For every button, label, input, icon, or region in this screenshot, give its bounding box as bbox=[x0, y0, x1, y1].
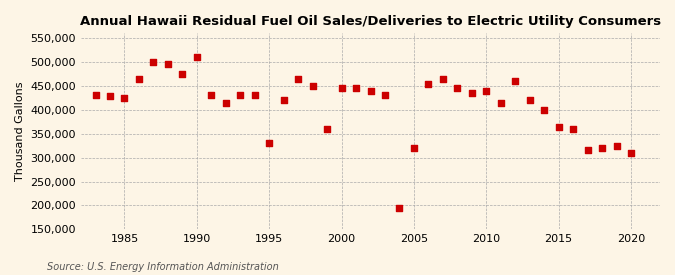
Point bbox=[163, 62, 173, 67]
Point bbox=[192, 55, 202, 59]
Point bbox=[583, 148, 593, 153]
Point bbox=[350, 86, 361, 90]
Point bbox=[148, 60, 159, 64]
Point bbox=[626, 151, 637, 155]
Point bbox=[134, 76, 144, 81]
Point bbox=[220, 100, 231, 105]
Point bbox=[293, 76, 304, 81]
Point bbox=[105, 94, 115, 99]
Title: Annual Hawaii Residual Fuel Oil Sales/Deliveries to Electric Utility Consumers: Annual Hawaii Residual Fuel Oil Sales/De… bbox=[80, 15, 661, 28]
Y-axis label: Thousand Gallons: Thousand Gallons bbox=[15, 82, 25, 181]
Point bbox=[394, 206, 405, 210]
Point bbox=[379, 93, 390, 98]
Point bbox=[264, 141, 275, 145]
Point bbox=[437, 76, 448, 81]
Point bbox=[539, 108, 549, 112]
Point bbox=[611, 144, 622, 148]
Point bbox=[452, 86, 463, 90]
Point bbox=[307, 84, 318, 88]
Point bbox=[177, 72, 188, 76]
Point bbox=[206, 93, 217, 98]
Point bbox=[466, 91, 477, 95]
Point bbox=[554, 124, 564, 129]
Point bbox=[336, 86, 347, 90]
Point bbox=[365, 89, 376, 93]
Point bbox=[568, 127, 578, 131]
Point bbox=[495, 100, 506, 105]
Point bbox=[90, 93, 101, 98]
Point bbox=[278, 98, 289, 103]
Point bbox=[481, 89, 491, 93]
Point bbox=[408, 146, 419, 150]
Point bbox=[119, 96, 130, 100]
Point bbox=[249, 93, 260, 98]
Point bbox=[524, 98, 535, 103]
Point bbox=[322, 127, 333, 131]
Point bbox=[235, 93, 246, 98]
Point bbox=[597, 146, 608, 150]
Point bbox=[510, 79, 520, 83]
Text: Source: U.S. Energy Information Administration: Source: U.S. Energy Information Administ… bbox=[47, 262, 279, 272]
Point bbox=[423, 81, 434, 86]
